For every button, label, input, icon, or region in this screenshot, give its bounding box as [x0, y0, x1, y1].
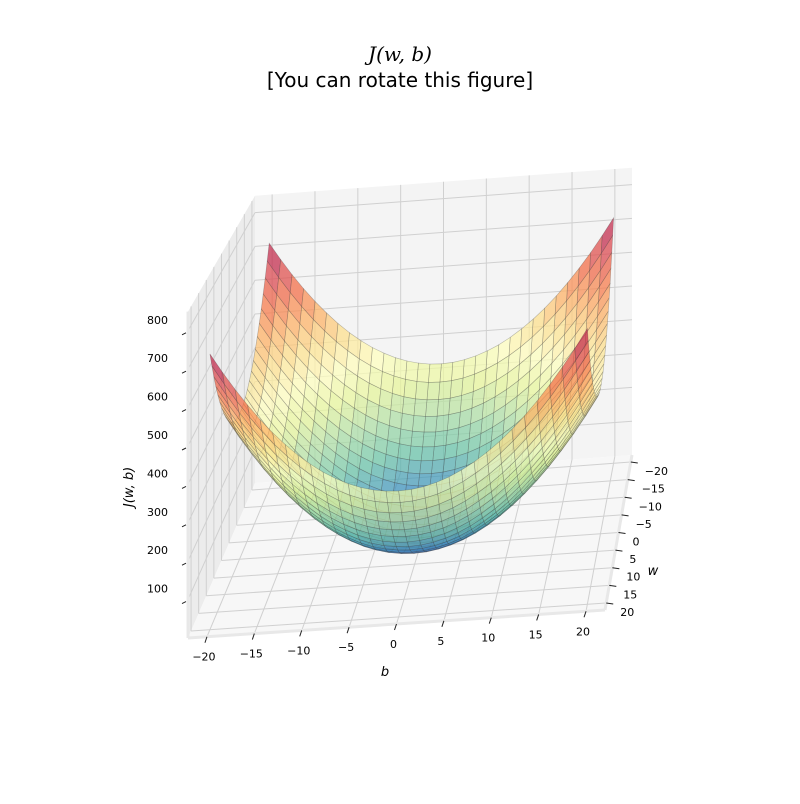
z-tick-label: 200 [147, 544, 168, 557]
surface-cell [377, 512, 391, 522]
surface-cell [402, 511, 416, 522]
z-axis-label: J(w, b) [122, 467, 137, 510]
surface-cell [374, 490, 388, 503]
surface-cell [396, 458, 409, 473]
surface-cell [400, 501, 414, 513]
surface-cell [412, 416, 425, 433]
surface-cell [449, 396, 462, 415]
surface-cell [426, 400, 439, 417]
x-tick-label: 0 [390, 638, 397, 651]
surface-cell [436, 415, 449, 432]
x-tick-label: −5 [338, 641, 354, 654]
surface-cell [378, 521, 392, 530]
z-tick-label: 300 [147, 506, 168, 519]
surface-cell [390, 522, 404, 530]
z-tick-mark [182, 602, 186, 604]
surface-cell [399, 489, 413, 502]
surface-cell [437, 398, 450, 416]
surface-cell [414, 399, 427, 417]
y-tick-label: −20 [645, 465, 668, 478]
z-tick-mark [182, 371, 186, 373]
surface-cell [409, 446, 422, 461]
surface-cell [431, 459, 444, 474]
z-tick-label: 800 [147, 314, 168, 327]
surface-cell [415, 382, 428, 400]
surface-cell [388, 502, 402, 512]
z-tick-mark [182, 448, 186, 450]
surface-cell [361, 488, 375, 502]
surface-cell [428, 364, 441, 383]
surface-cell [394, 358, 407, 380]
surface-cell [411, 487, 425, 501]
y-tick-label: 5 [629, 553, 636, 566]
surface-cell [392, 530, 406, 537]
x-tick-label: −15 [240, 648, 263, 661]
surface-cell [401, 413, 414, 431]
surface-cell [411, 431, 424, 447]
surface-cell [424, 416, 437, 432]
x-tick-label: −10 [287, 644, 310, 657]
surface-cell [439, 381, 452, 400]
surface-cell [395, 471, 408, 485]
surface-cell [406, 473, 419, 486]
surface-cell [452, 360, 465, 381]
surface-cell [396, 547, 410, 551]
surface-cell [450, 378, 463, 398]
y-tick-label: 0 [633, 536, 640, 549]
y-tick-label: 20 [620, 606, 634, 619]
surface-cell [399, 429, 412, 446]
y-tick-label: −10 [639, 500, 662, 513]
surface-cell [375, 501, 389, 512]
surface-cell [398, 444, 411, 460]
surface-cell [389, 513, 403, 522]
x-tick-label: −20 [192, 651, 215, 664]
surface-cell [386, 491, 400, 503]
surface-cell [427, 382, 440, 400]
surface-cell [395, 542, 409, 547]
surface-cell [423, 432, 436, 447]
chart-subtitle: [You can rotate this figure] [0, 68, 800, 92]
y-tick-label: −15 [642, 483, 665, 496]
x-tick-label: 10 [481, 632, 495, 645]
y-tick-label: −5 [636, 518, 652, 531]
surface-cell [440, 362, 453, 382]
z-tick-label: 500 [147, 429, 168, 442]
z-tick-label: 400 [147, 467, 168, 480]
x-axis-label: b [381, 665, 389, 680]
surface-cell [421, 447, 434, 461]
x-tick-label: 20 [576, 625, 590, 638]
surface-cell [402, 397, 415, 416]
surface-cell [418, 474, 431, 486]
y-axis-label: w [648, 564, 659, 579]
surface-cell [404, 379, 417, 399]
surface-cell [433, 445, 446, 460]
z-tick-mark [182, 486, 186, 488]
chart-title: J(w, b) [0, 42, 800, 66]
z-tick-mark [182, 410, 186, 412]
z-tick-label: 600 [147, 391, 168, 404]
z-tick-label: 700 [147, 352, 168, 365]
surface-cell [393, 536, 407, 542]
z-tick-mark [182, 525, 186, 527]
surface-cell [417, 363, 430, 382]
x-tick-label: 5 [437, 635, 444, 648]
surface-cell [408, 460, 421, 474]
z-tick-mark [182, 563, 186, 565]
surface-cell [434, 430, 447, 446]
z-tick-label: 100 [147, 583, 168, 596]
z-tick-mark [182, 333, 186, 335]
surface-cell [420, 461, 433, 474]
x-tick-label: 15 [529, 628, 543, 641]
y-tick-label: 15 [623, 588, 637, 601]
y-tick-label: 10 [626, 571, 640, 584]
surface-cell [405, 361, 418, 382]
